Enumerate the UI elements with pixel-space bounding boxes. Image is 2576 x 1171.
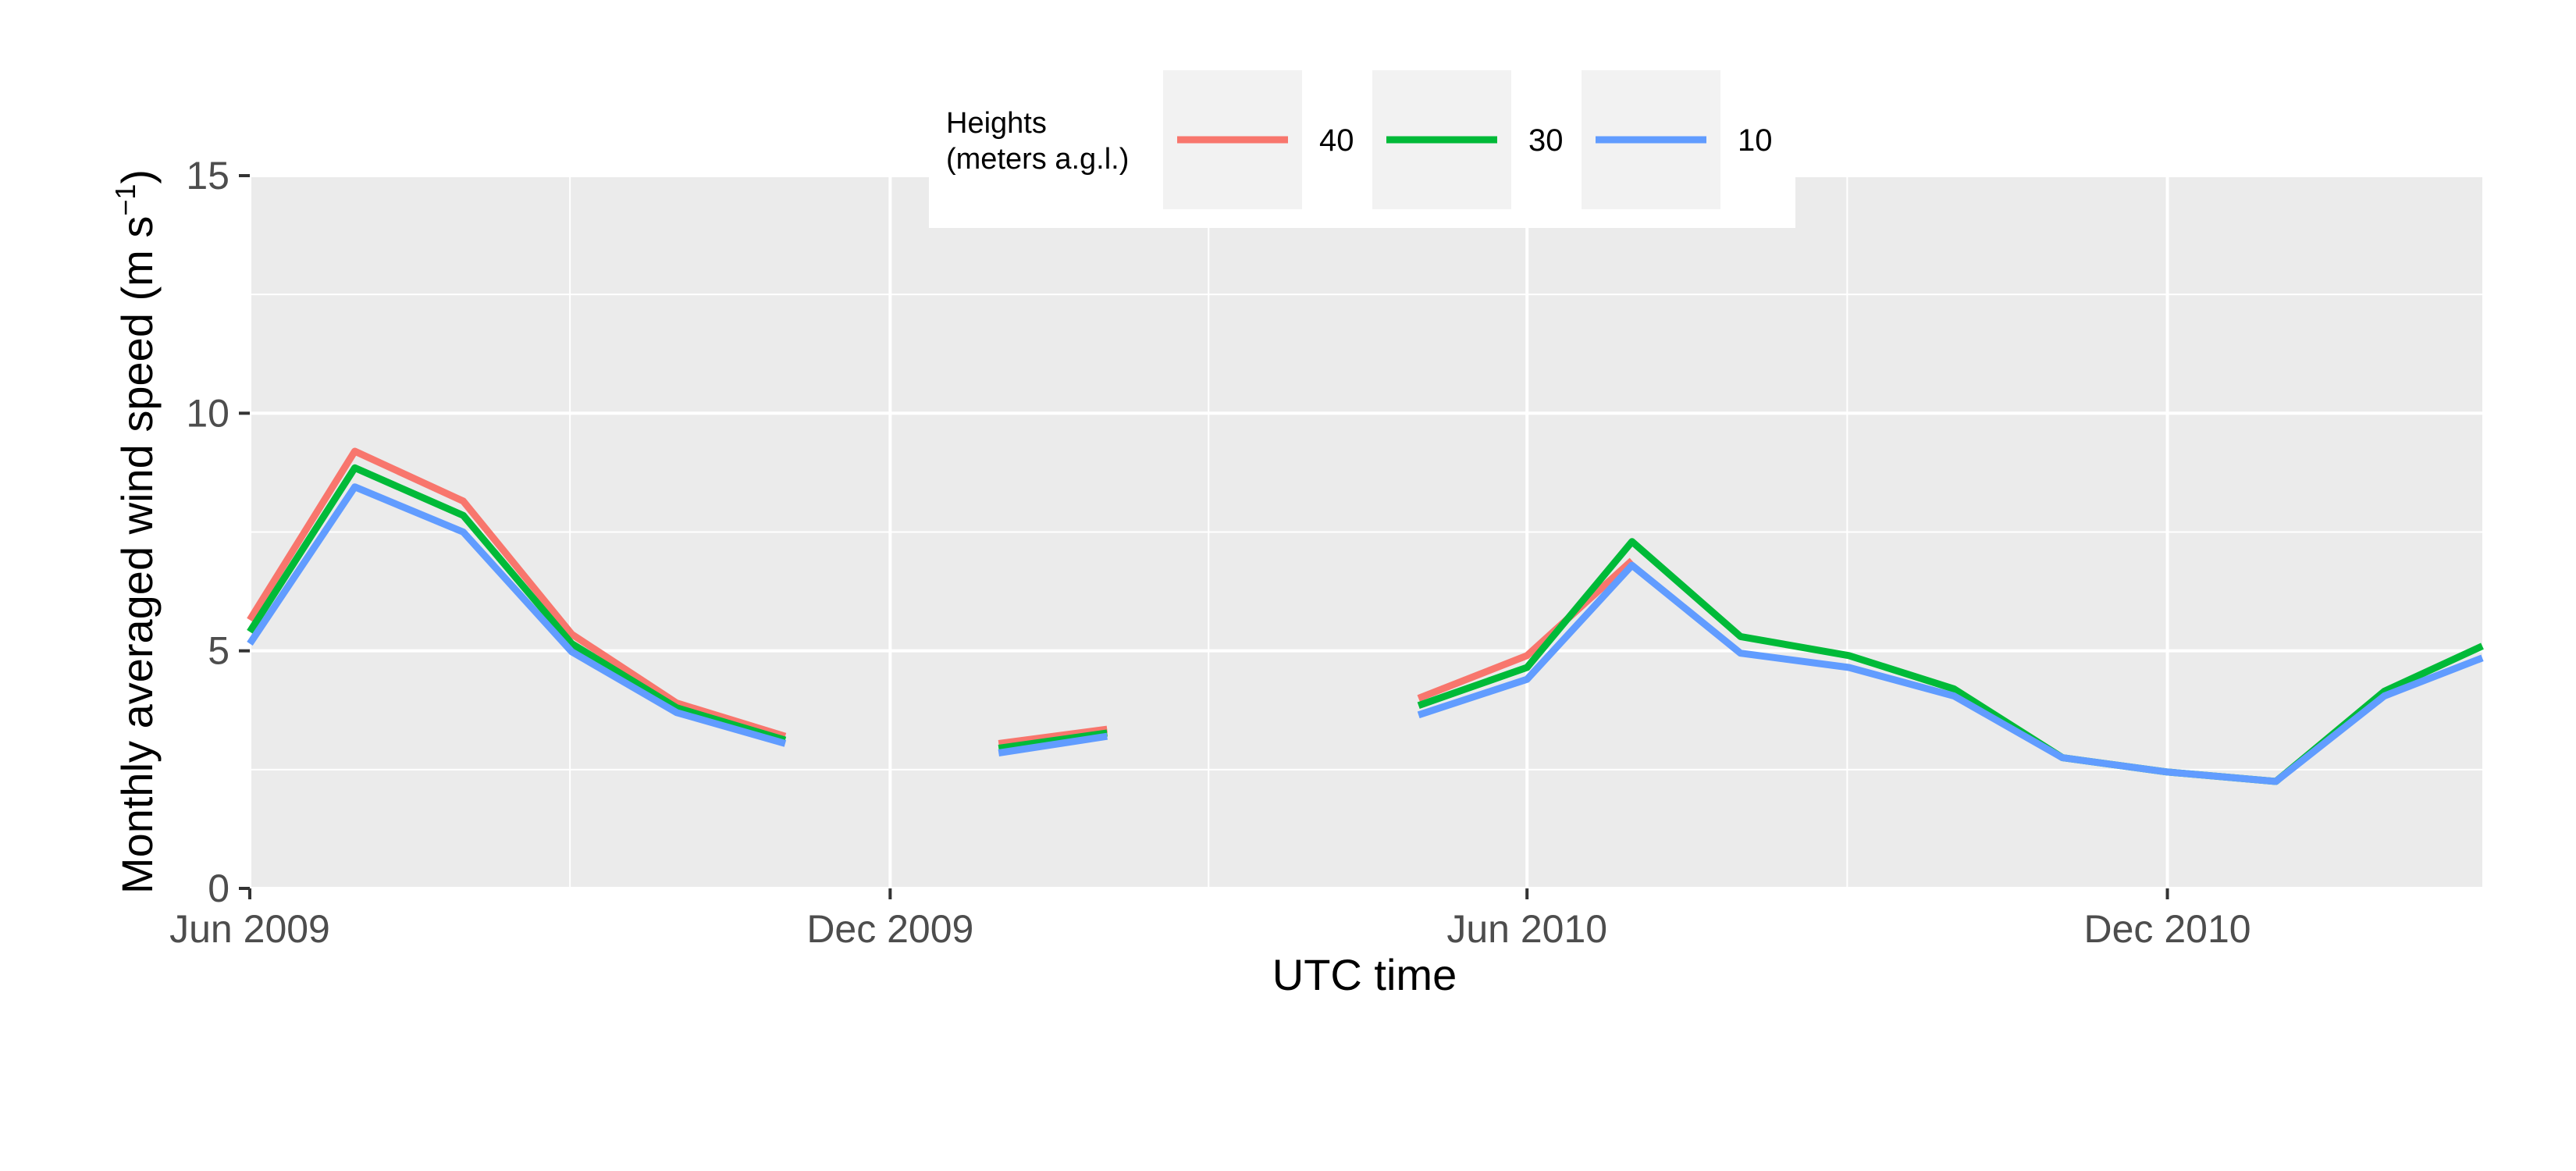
x-axis-title: UTC time <box>1272 950 1457 999</box>
series-line-40 <box>998 725 1108 747</box>
series-line-10 <box>247 483 787 747</box>
axes: 0 5 10 15 Jun 2009 Dec 2009 Jun 2010 Dec 2010 <box>169 154 2250 951</box>
y-axis-title-superscript: −1 <box>109 184 141 216</box>
minor-gridlines <box>250 176 2482 888</box>
y-tick-label: 0 <box>208 867 229 910</box>
legend-title-line2: (meters a.g.l.) <box>946 143 1129 176</box>
legend-title-line1: Heights <box>946 107 1047 140</box>
y-axis-title-close: ) <box>112 169 162 184</box>
x-tick-label: Jun 2009 <box>169 907 330 951</box>
x-tick-label: Dec 2010 <box>2084 907 2251 951</box>
y-tick-label: 10 <box>186 391 229 435</box>
x-tick-label: Jun 2010 <box>1446 907 1607 951</box>
series-line-10 <box>998 732 1108 756</box>
legend-title: Heights (meters a.g.l.) <box>946 107 1129 176</box>
y-tick-label: 5 <box>208 629 229 673</box>
legend-label-40: 40 <box>1319 123 1354 158</box>
series-lines <box>247 447 2484 785</box>
series-line-30 <box>247 464 787 744</box>
series-line-40 <box>1417 557 1635 702</box>
y-tick-label: 15 <box>186 154 229 198</box>
x-tick-label: Dec 2009 <box>806 907 973 951</box>
legend-label-10: 10 <box>1738 123 1773 158</box>
legend: Heights (meters a.g.l.) 40 30 10 <box>929 70 1795 228</box>
y-axis-title-text: Monthly averaged wind speed (m s <box>112 216 162 894</box>
series-line-40 <box>247 447 787 740</box>
major-gridlines <box>248 174 2482 890</box>
legend-label-30: 30 <box>1528 123 1564 158</box>
series-line-10 <box>1417 561 2484 785</box>
y-axis-title: Monthly averaged wind speed (m s−1) <box>109 169 162 894</box>
legend-keys: 40 30 10 <box>1163 70 1773 209</box>
